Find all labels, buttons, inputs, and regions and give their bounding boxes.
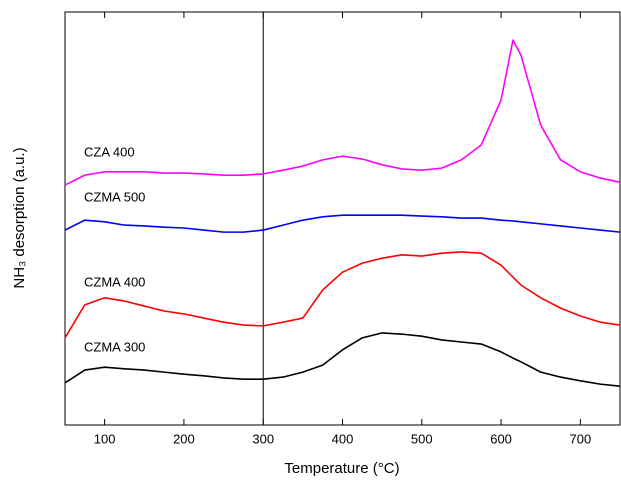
x-tick-label: 200	[173, 431, 195, 446]
series-label: CZMA 300	[84, 340, 145, 355]
data-line	[64, 251, 621, 339]
x-tick-label: 400	[332, 431, 354, 446]
series-label: CZMA 500	[84, 190, 145, 205]
series-label: CZA 400	[84, 145, 135, 160]
x-tick-label: 300	[252, 431, 274, 446]
data-line	[64, 39, 621, 186]
plot-frame	[64, 11, 621, 426]
x-tick-label: 700	[570, 431, 592, 446]
y-axis-title: NH₃ desorption (a.u.)	[11, 147, 28, 288]
x-axis-title: Temperature (°C)	[284, 460, 399, 477]
x-tick-label: 500	[411, 431, 433, 446]
data-line	[64, 214, 621, 233]
data-line	[64, 332, 621, 387]
series-label: CZMA 400	[84, 274, 145, 289]
x-tick-label: 600	[490, 431, 512, 446]
x-tick-label: 100	[94, 431, 116, 446]
